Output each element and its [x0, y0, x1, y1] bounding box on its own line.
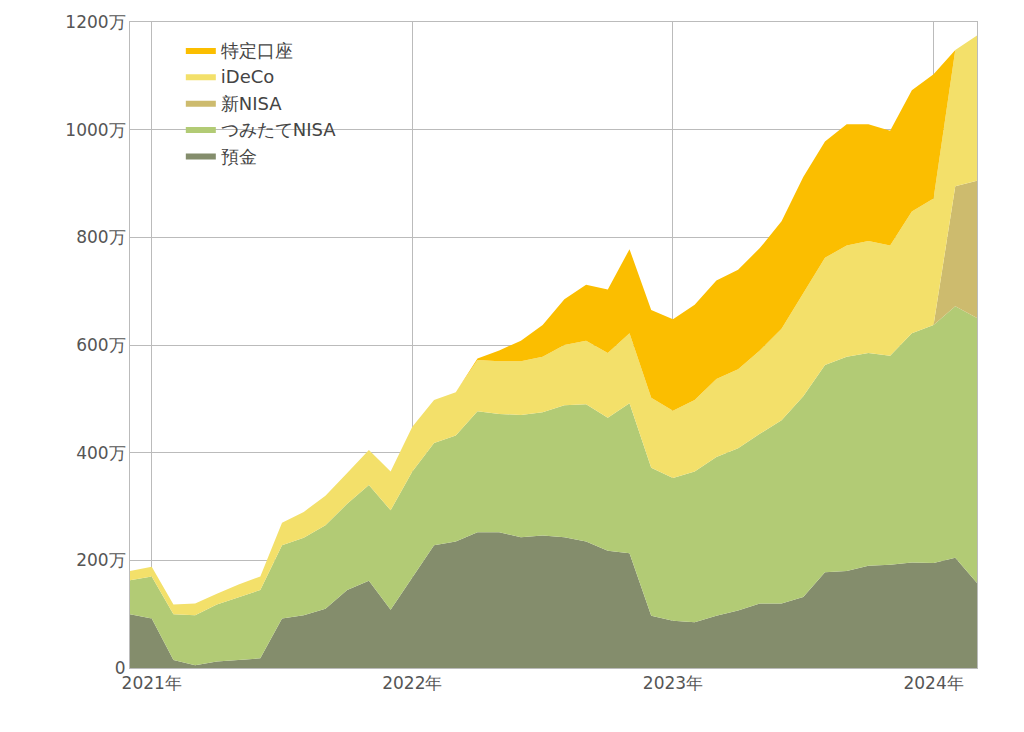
- svg-text:iDeCo: iDeCo: [221, 66, 275, 87]
- svg-text:400万: 400万: [76, 443, 125, 463]
- svg-text:2022年: 2022年: [382, 673, 442, 693]
- svg-text:2021年: 2021年: [122, 673, 182, 693]
- svg-text:特定口座: 特定口座: [221, 40, 293, 61]
- svg-text:600万: 600万: [76, 335, 125, 355]
- svg-text:0: 0: [115, 658, 126, 678]
- svg-text:200万: 200万: [76, 550, 125, 570]
- svg-text:つみたてNISA: つみたてNISA: [221, 119, 337, 140]
- svg-text:1200万: 1200万: [65, 12, 125, 32]
- svg-text:預金: 預金: [221, 146, 257, 167]
- svg-text:1000万: 1000万: [65, 120, 125, 140]
- svg-text:2023年: 2023年: [643, 673, 703, 693]
- svg-text:800万: 800万: [76, 227, 125, 247]
- svg-text:2024年: 2024年: [903, 673, 963, 693]
- svg-text:新NISA: 新NISA: [221, 93, 283, 114]
